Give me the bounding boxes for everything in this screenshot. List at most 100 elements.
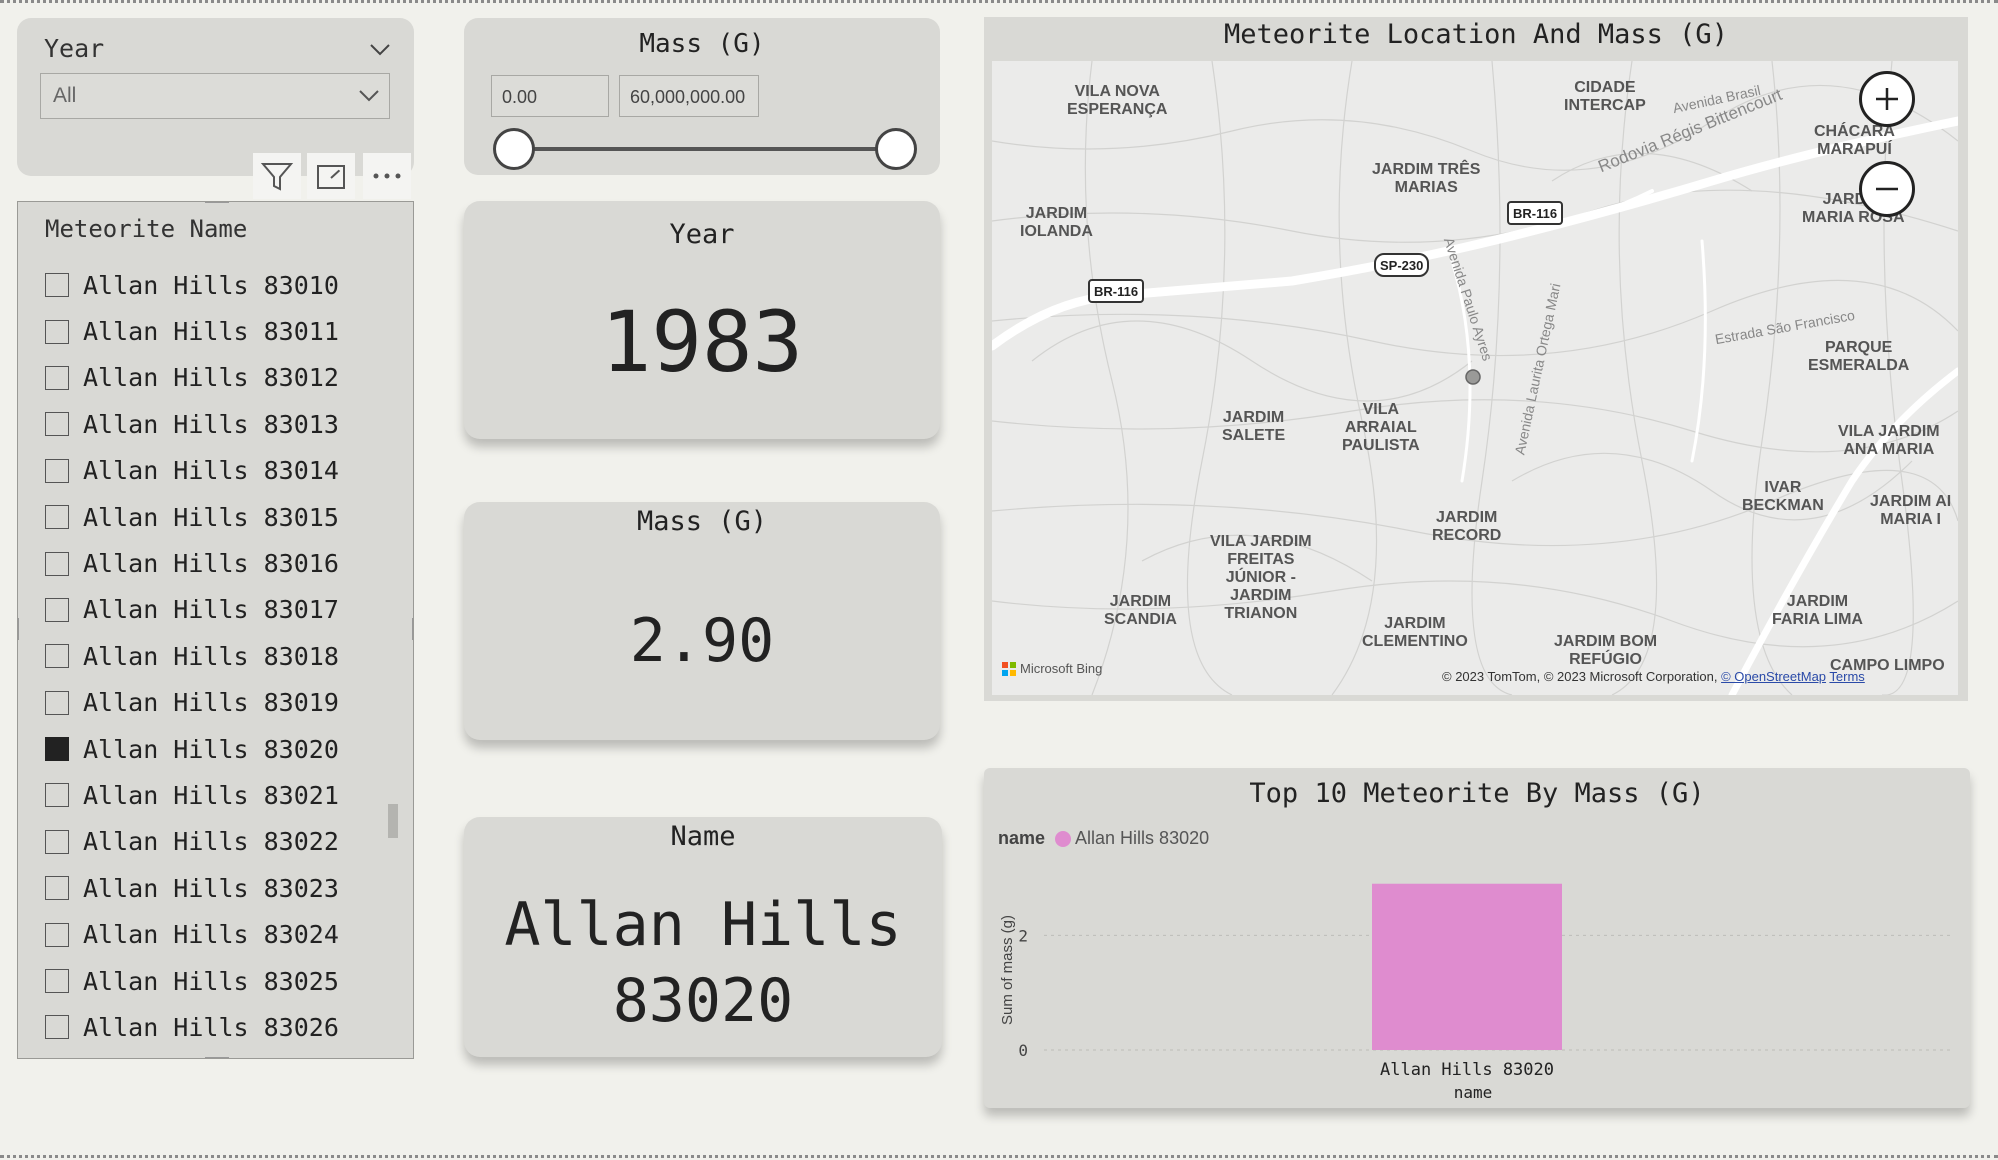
meteorite-name-item[interactable]: Allan Hills 83025: [45, 958, 405, 1004]
mass-slicer-title: Mass (G): [639, 29, 765, 59]
meteorite-name-item[interactable]: Allan Hills 83014: [45, 448, 405, 494]
meteorite-name-item[interactable]: Allan Hills 83024: [45, 911, 405, 957]
zoom-out-button[interactable]: [1859, 161, 1915, 217]
year-card: Year 1983: [464, 201, 940, 439]
meteorite-name-label: Allan Hills 83026: [83, 1012, 339, 1042]
focus-mode-button[interactable]: [307, 153, 355, 199]
meteorite-name-item[interactable]: Allan Hills 83012: [45, 355, 405, 401]
checkbox[interactable]: [45, 319, 69, 344]
map-place-label: JARDIM IOLANDA: [1020, 205, 1093, 240]
meteorite-name-item[interactable]: Allan Hills 83011: [45, 308, 405, 354]
page-bottom-border: [0, 1155, 1998, 1158]
meteorite-name-item[interactable]: Allan Hills 83016: [45, 540, 405, 586]
mass-min-input[interactable]: 0.00: [491, 75, 609, 117]
checkbox[interactable]: [45, 644, 69, 669]
y-tick-label: 0: [1018, 1041, 1028, 1060]
name-card-title: Name: [670, 821, 736, 852]
checkbox[interactable]: [45, 690, 69, 715]
list-scrollbar[interactable]: [388, 804, 398, 838]
minus-icon: [1876, 187, 1898, 191]
openstreetmap-link[interactable]: © OpenStreetMap: [1721, 669, 1827, 684]
highway-shield: BR-116: [1507, 201, 1564, 225]
map-place-label: VILA ARRAIAL PAULISTA: [1342, 401, 1420, 454]
meteorite-name-label: Allan Hills 83019: [83, 688, 339, 718]
meteorite-name-label: Allan Hills 83022: [83, 827, 339, 857]
checkbox[interactable]: [45, 783, 69, 808]
map-attribution: © 2023 TomTom, © 2023 Microsoft Corporat…: [1442, 669, 1865, 684]
resize-handle[interactable]: [18, 1047, 29, 1058]
mass-min-handle[interactable]: [493, 128, 535, 170]
meteorite-name-label: Allan Hills 83017: [83, 595, 339, 625]
name-card-value-line1: Allan Hills: [504, 890, 902, 960]
meteorite-name-item[interactable]: Allan Hills 83020: [45, 726, 405, 772]
resize-handle[interactable]: [402, 202, 413, 213]
checkbox[interactable]: [45, 365, 69, 390]
checkbox[interactable]: [45, 969, 69, 994]
legend-title: name: [998, 828, 1046, 848]
mass-card-value: 2.90: [629, 606, 775, 676]
checkbox[interactable]: [45, 273, 69, 298]
year-card-value: 1983: [600, 293, 804, 391]
meteorite-name-label: Allan Hills 83013: [83, 409, 339, 439]
meteorite-name-label: Allan Hills 83012: [83, 363, 339, 393]
checkbox-checked[interactable]: [45, 737, 69, 762]
meteorite-name-item[interactable]: Allan Hills 83010: [45, 262, 405, 308]
resize-handle[interactable]: [18, 618, 19, 640]
checkbox[interactable]: [45, 876, 69, 901]
resize-handle[interactable]: [412, 618, 413, 640]
legend-item[interactable]: Allan Hills 83020: [1055, 828, 1209, 849]
meteorite-name-label: Allan Hills 83021: [83, 780, 339, 810]
year-dropdown[interactable]: All: [40, 73, 390, 119]
map-canvas[interactable]: VILA NOVA ESPERANÇA CIDADE INTERCAP CHÁCAR…: [992, 61, 1958, 695]
meteorite-name-label: Allan Hills 83014: [83, 456, 339, 486]
mass-max-input[interactable]: 60,000,000.00: [619, 75, 759, 117]
meteorite-name-label: Allan Hills 83016: [83, 549, 339, 579]
checkbox[interactable]: [45, 458, 69, 483]
meteorite-name-item[interactable]: Allan Hills 83018: [45, 633, 405, 679]
map-place-label: VILA JARDIM ANA MARIA: [1838, 423, 1940, 458]
resize-handle[interactable]: [205, 1057, 229, 1058]
map-place-label: CIDADE INTERCAP: [1564, 79, 1646, 114]
more-options-button[interactable]: [363, 153, 411, 199]
bing-logo: Microsoft Bing: [1002, 661, 1102, 676]
map-place-label: JARDIM TRÊS MARIAS: [1372, 161, 1481, 196]
terms-link[interactable]: Terms: [1829, 669, 1865, 684]
mass-max-handle[interactable]: [875, 128, 917, 170]
filter-button[interactable]: [253, 153, 301, 199]
checkbox[interactable]: [45, 1015, 69, 1040]
chevron-down-icon[interactable]: [367, 42, 393, 58]
meteorite-name-item[interactable]: Allan Hills 83022: [45, 819, 405, 865]
checkbox[interactable]: [45, 505, 69, 530]
map-place-label: VILA JARDIM FREITAS JÚNIOR - JARDIM TRIANON: [1210, 533, 1312, 622]
map-title: Meteorite Location And Mass (G): [1224, 19, 1728, 50]
meteorite-name-item[interactable]: Allan Hills 83017: [45, 587, 405, 633]
checkbox[interactable]: [45, 551, 69, 576]
checkbox[interactable]: [45, 829, 69, 854]
map-place-label: CHÁCARA MARAPUÍ: [1814, 123, 1895, 158]
microsoft-logo-icon: [1002, 661, 1016, 676]
filter-icon: [260, 163, 294, 191]
bing-logo-text: Microsoft Bing: [1020, 661, 1103, 676]
map-place-label: JARDIM BOM REFÚGIO: [1554, 633, 1658, 668]
meteorite-name-item[interactable]: Allan Hills 83026: [45, 1004, 405, 1050]
map-place-label: PARQUE ESMERALDA: [1808, 339, 1910, 374]
meteorite-name-item[interactable]: Allan Hills 83019: [45, 680, 405, 726]
mass-range-track[interactable]: [514, 147, 896, 151]
zoom-in-button[interactable]: [1859, 71, 1915, 127]
meteorite-name-item[interactable]: Allan Hills 83013: [45, 401, 405, 447]
meteorite-location-marker: [1465, 369, 1481, 385]
bar[interactable]: [1372, 883, 1562, 1050]
highway-shield: BR-116: [1088, 279, 1145, 303]
meteorite-name-item[interactable]: Allan Hills 83023: [45, 865, 405, 911]
checkbox[interactable]: [45, 412, 69, 437]
checkbox[interactable]: [45, 922, 69, 947]
meteorite-name-item[interactable]: Allan Hills 83015: [45, 494, 405, 540]
resize-handle[interactable]: [18, 202, 29, 213]
year-slicer-title: Year: [44, 34, 105, 63]
checkbox[interactable]: [45, 597, 69, 622]
meteorite-name-label: Allan Hills 83015: [83, 502, 339, 532]
meteorite-name-item[interactable]: Allan Hills 83021: [45, 772, 405, 818]
top-meteorite-chart: Top 10 Meteorite By Mass (G) name Allan …: [984, 768, 1970, 1108]
legend-item-label: Allan Hills 83020: [1075, 828, 1210, 848]
resize-handle[interactable]: [205, 202, 229, 203]
